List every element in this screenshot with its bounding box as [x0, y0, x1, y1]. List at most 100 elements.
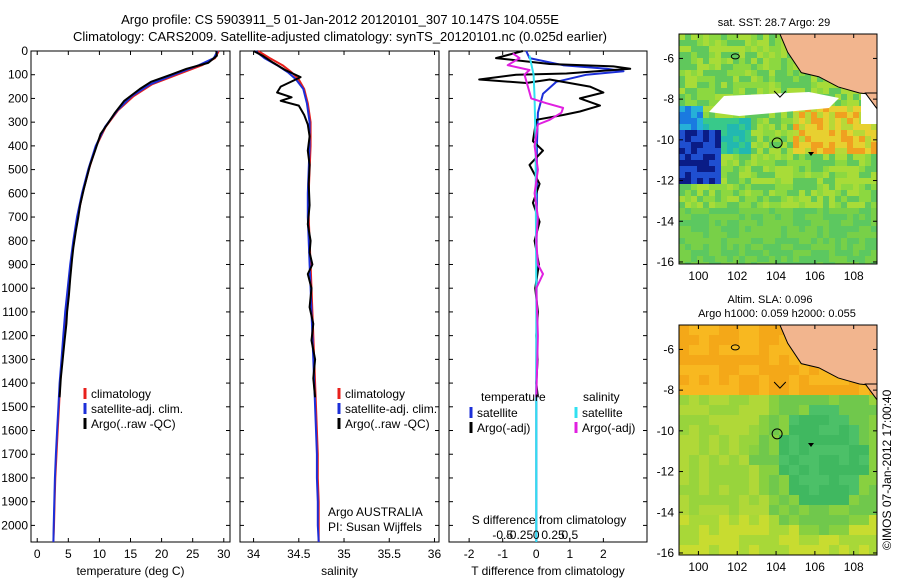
x-tick-label: 106: [805, 269, 825, 283]
legend-label: satellite-adj. clim.: [345, 402, 437, 416]
x-tick-label: 104: [766, 560, 786, 574]
land-coast: [864, 92, 877, 110]
series-line-2: [478, 50, 632, 398]
y-tick-label: 700: [8, 210, 28, 224]
y-tick-label: 1000: [1, 281, 28, 295]
x-tick-label: 15: [124, 547, 138, 561]
x-tick-label: 100: [688, 269, 708, 283]
x-tick-label: 5: [65, 547, 72, 561]
x-tick-label: 10: [93, 547, 107, 561]
legend-heading-temperature: temperature: [481, 390, 546, 404]
y-tick-label: 1100: [2, 305, 28, 319]
x-tick-label: 100: [688, 560, 708, 574]
plot-frame: [30, 50, 231, 543]
y-tick-label: 600: [8, 186, 28, 200]
map-panel-1: 100 102 104 106 108 -6 -8 -10 -12 -14 -16 sat. SST:…: [657, 17, 878, 283]
x-tick-label: 25: [186, 547, 200, 561]
x-tick-label: 108: [844, 269, 864, 283]
secondary-marker: [808, 152, 814, 157]
map-title-argo-height: Argo h1000: 0.059 h2000: 0.055: [698, 308, 856, 320]
y-tick-label: 1200: [1, 329, 28, 343]
coast-detail: [773, 90, 787, 98]
y-tick-label: -10: [657, 133, 675, 147]
y-tick-label: -14: [657, 505, 675, 519]
x-tick-label: 0: [533, 547, 540, 561]
x-tick-label: 30: [217, 547, 231, 561]
annotation-pi-name: PI: Susan Wijffels: [328, 520, 422, 534]
y-tick-label: -16: [657, 255, 675, 269]
y-tick-label: -6: [663, 51, 674, 65]
series-line-3: [58, 50, 218, 398]
y-tick-label: -6: [663, 342, 674, 356]
coast-detail: [773, 381, 787, 389]
x-tick-label: 108: [844, 560, 864, 574]
plot-frame: [448, 50, 648, 543]
argo-location-marker: [771, 428, 783, 440]
series-line-3: [253, 50, 317, 398]
legend-heading-salinity: salinity: [583, 390, 620, 404]
y-tick-label: 1300: [1, 352, 28, 366]
legend-label: climatology: [345, 387, 405, 401]
x-axis-label: salinity: [321, 564, 358, 578]
y-tick-label: 1400: [1, 376, 28, 390]
x-tick-label: 102: [727, 560, 747, 574]
top-x-axis-label: S difference from climatology: [472, 513, 627, 527]
x-tick-label: 104: [766, 269, 786, 283]
legend-label: Argo(..raw -QC): [91, 417, 176, 431]
y-tick-label: 1800: [1, 471, 28, 485]
land-java: [779, 34, 877, 96]
land-java: [779, 325, 877, 387]
top-x-tick-label: 0.5: [561, 528, 578, 542]
y-tick-label: 1600: [1, 424, 28, 438]
y-tick-label: 400: [8, 139, 28, 153]
no-data-gap: [709, 92, 839, 116]
map-title-sla: Altim. SLA: 0.096: [728, 294, 813, 306]
map-field: [679, 325, 877, 555]
y-tick-label: -12: [657, 465, 675, 479]
x-tick-label: -1: [497, 547, 508, 561]
legend-label: climatology: [91, 387, 151, 401]
map-frame: [678, 324, 878, 556]
x-axis-label: T difference from climatology: [471, 564, 625, 578]
annotation-argo-australia: Argo AUSTRALIA: [328, 505, 423, 519]
y-tick-label: 300: [8, 115, 28, 129]
y-tick-label: 200: [8, 91, 28, 105]
map-panel-2: 100 102 104 106 108 -6 -8 -10 -12 -14 -16 Altim. SL…: [657, 294, 878, 574]
legend-label: Argo(-adj): [582, 421, 635, 435]
land-coast: [864, 383, 877, 401]
figure-title-line2: Climatology: CARS2009. Satellite-adjuste…: [72, 29, 607, 44]
x-tick-label: 35.5: [378, 547, 402, 561]
legend-label: satellite-adj. clim.: [91, 402, 183, 416]
series-group: [52, 50, 220, 543]
y-tick-label: 1500: [1, 400, 28, 414]
x-tick-label: 106: [805, 560, 825, 574]
series-line-4: [506, 52, 565, 398]
island-outline: [730, 344, 740, 351]
y-tick-label: -8: [663, 383, 674, 397]
y-tick-label: 2000: [1, 518, 28, 532]
x-tick-label: 36: [428, 547, 442, 561]
x-tick-label: 1: [566, 547, 573, 561]
x-tick-label: 2: [600, 547, 607, 561]
legend-label: Argo(-adj): [477, 421, 530, 435]
top-x-tick-label: -0.5: [492, 528, 513, 542]
x-axis-label: temperature (deg C): [76, 564, 184, 578]
x-tick-label: 0: [34, 547, 41, 561]
secondary-marker: [808, 443, 814, 448]
y-tick-label: 800: [8, 234, 28, 248]
island-outline: [730, 53, 740, 60]
figure-title-line1: Argo profile: CS 5903911_5 01-Jan-2012 2…: [121, 12, 559, 27]
x-tick-label: 20: [155, 547, 169, 561]
series-group: [478, 50, 632, 542]
y-tick-label: -14: [657, 214, 675, 228]
x-tick-label: -2: [464, 547, 475, 561]
map-title-sst: sat. SST: 28.7 Argo: 29: [718, 17, 831, 29]
legend-label: satellite: [477, 406, 518, 420]
top-x-tick-label: -0.25: [506, 528, 534, 542]
profile-panel-1: 0100200300400500600700800900100011001200…: [1, 44, 230, 578]
legend-label: Argo(..raw -QC): [345, 417, 430, 431]
legend-label: satellite: [582, 406, 623, 420]
y-tick-label: 1700: [1, 447, 28, 461]
y-tick-label: -10: [657, 424, 675, 438]
